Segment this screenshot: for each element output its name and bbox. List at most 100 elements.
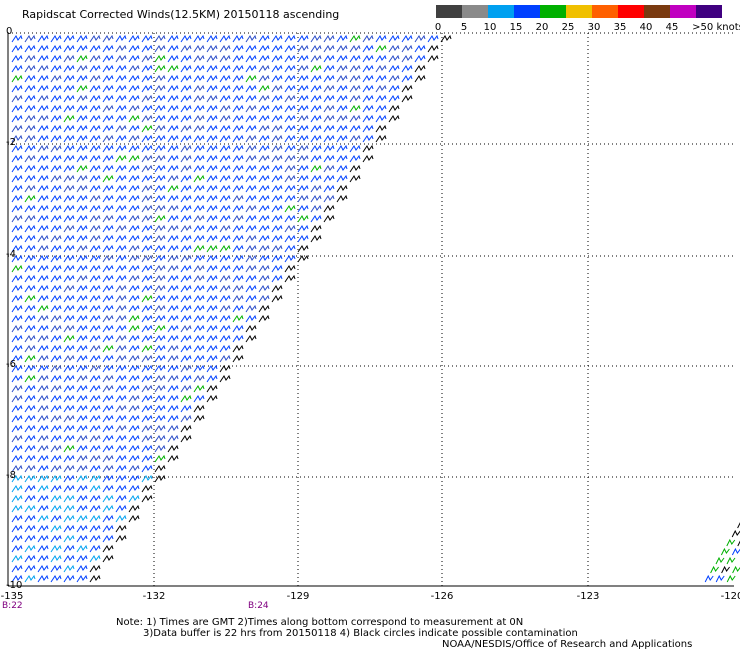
wind-barb: [336, 184, 348, 193]
wind-barb: [180, 394, 192, 403]
wind-barb: [89, 44, 101, 53]
wind-barb: [37, 264, 49, 273]
wind-barb: [349, 124, 361, 133]
wind-barb: [310, 234, 322, 243]
wind-barb: [336, 174, 348, 183]
wind-barb: [37, 384, 49, 393]
wind-barb: [24, 184, 36, 193]
wind-barb: [180, 174, 192, 183]
wind-barb: [297, 254, 309, 263]
wind-barb: [141, 444, 153, 453]
legend-swatch: [644, 5, 670, 18]
wind-barb: [180, 144, 192, 153]
wind-barb: [232, 274, 244, 283]
wind-barb: [128, 504, 140, 513]
wind-barb: [11, 54, 23, 63]
wind-barb: [37, 334, 49, 343]
wind-barb: [349, 114, 361, 123]
note-line-1: Note: 1) Times are GMT 2)Times along bot…: [116, 617, 524, 628]
wind-barb: [76, 84, 88, 93]
wind-barb: [63, 94, 75, 103]
wind-barb: [141, 234, 153, 243]
time-mark-b22: B:22: [2, 601, 23, 611]
wind-barb: [102, 324, 114, 333]
wind-barb: [232, 244, 244, 253]
wind-barb: [115, 224, 127, 233]
wind-barb: [50, 54, 62, 63]
wind-barb: [24, 494, 36, 503]
wind-barb: [180, 164, 192, 173]
wind-barb: [37, 154, 49, 163]
wind-barb: [284, 74, 296, 83]
wind-barb: [245, 304, 257, 313]
wind-barb: [37, 274, 49, 283]
wind-barb: [206, 94, 218, 103]
wind-barb: [11, 424, 23, 433]
wind-barb: [11, 554, 23, 563]
wind-barb: [193, 254, 205, 263]
wind-barb: [11, 264, 23, 273]
wind-barb: [89, 194, 101, 203]
wind-barb: [89, 514, 101, 523]
lat-label-0: 0: [6, 26, 13, 37]
wind-barb: [271, 284, 283, 293]
wind-barb: [24, 104, 36, 113]
wind-barb: [11, 474, 23, 483]
wind-barb: [89, 374, 101, 383]
wind-barb: [167, 224, 179, 233]
wind-barb: [258, 164, 270, 173]
wind-barb: [141, 484, 153, 493]
wind-barb: [11, 494, 23, 503]
wind-barb: [737, 540, 740, 547]
wind-barb: [180, 234, 192, 243]
wind-barb: [63, 274, 75, 283]
wind-barb: [245, 274, 257, 283]
wind-barb: [362, 84, 374, 93]
wind-barb: [128, 114, 140, 123]
wind-barb: [63, 444, 75, 453]
wind-barb: [11, 334, 23, 343]
wind-barb: [271, 114, 283, 123]
wind-barb: [115, 384, 127, 393]
wind-barb: [206, 354, 218, 363]
wind-barb: [11, 74, 23, 83]
wind-barb: [128, 344, 140, 353]
wind-barb: [102, 364, 114, 373]
wind-barb: [141, 144, 153, 153]
wind-barb: [180, 154, 192, 163]
wind-barb: [11, 574, 23, 583]
wind-barb: [271, 184, 283, 193]
wind-barb: [76, 64, 88, 73]
wind-barb: [37, 234, 49, 243]
wind-barb: [37, 184, 49, 193]
wind-barb: [284, 234, 296, 243]
wind-barb: [167, 454, 179, 463]
wind-barb: [63, 254, 75, 263]
wind-barb: [219, 354, 231, 363]
wind-barb: [732, 565, 740, 574]
wind-barb: [232, 354, 244, 363]
wind-barb: [24, 64, 36, 73]
wind-barb: [336, 44, 348, 53]
wind-barb: [180, 334, 192, 343]
wind-barb: [154, 334, 166, 343]
wind-barb: [362, 34, 374, 43]
wind-barb: [102, 314, 114, 323]
wind-barb: [63, 154, 75, 163]
wind-barb: [11, 514, 23, 523]
legend-swatch: [462, 5, 488, 18]
wind-barb: [232, 324, 244, 333]
legend-label: 45: [665, 22, 679, 33]
wind-barb: [141, 164, 153, 173]
wind-barb: [141, 224, 153, 233]
wind-barb: [245, 64, 257, 73]
wind-barb: [219, 54, 231, 63]
wind-barb: [76, 74, 88, 83]
wind-barb: [24, 74, 36, 83]
legend-swatch: [670, 5, 696, 18]
wind-barb: [11, 154, 23, 163]
wind-barb: [245, 184, 257, 193]
wind-barb: [24, 544, 36, 553]
wind-barb: [323, 144, 335, 153]
wind-barb: [76, 404, 88, 413]
